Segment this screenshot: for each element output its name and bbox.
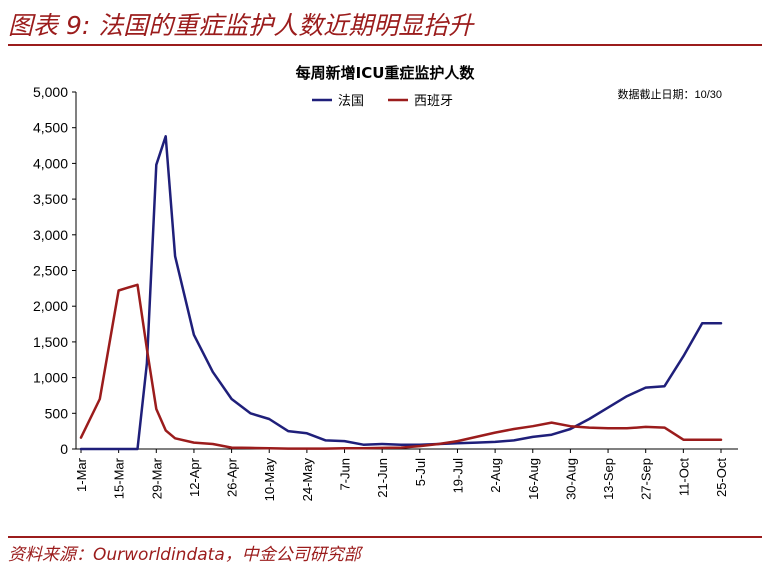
series-layer bbox=[79, 135, 723, 451]
x-tick-label: 21-Jun bbox=[375, 458, 390, 498]
x-tick-label: 13-Sep bbox=[601, 458, 616, 500]
y-tick-label: 0 bbox=[60, 441, 68, 457]
x-tick-label: 29-Mar bbox=[149, 457, 164, 499]
series-line-france bbox=[79, 135, 723, 451]
x-tick-label: 11-Oct bbox=[676, 458, 691, 496]
x-tick-label: 19-Jul bbox=[450, 458, 465, 494]
chart-title: 每周新增ICU重症监护人数 bbox=[296, 64, 476, 82]
y-tick-label: 500 bbox=[45, 405, 69, 421]
x-tick-label: 27-Sep bbox=[639, 458, 654, 500]
y-tick-label: 1,000 bbox=[33, 370, 68, 386]
x-tick-label: 30-Aug bbox=[563, 458, 578, 500]
top-divider bbox=[8, 44, 762, 46]
y-tick-label: 5,000 bbox=[33, 84, 68, 100]
x-tick-label: 10-May bbox=[262, 458, 277, 502]
legend-label: 西班牙 bbox=[414, 94, 453, 109]
y-tick-label: 3,500 bbox=[33, 191, 68, 207]
y-tick-label: 3,000 bbox=[33, 227, 68, 243]
x-tick-label: 15-Mar bbox=[112, 457, 127, 499]
x-tick-label: 5-Jul bbox=[413, 458, 428, 486]
x-tick-label: 25-Oct bbox=[714, 458, 729, 497]
y-tick-label: 4,500 bbox=[33, 120, 68, 136]
source-note: 资料来源：Ourworldindata，中金公司研究部 bbox=[8, 545, 361, 565]
figure-title: 图表 9: 法国的重症监护人数近期明显抬升 bbox=[8, 11, 474, 40]
x-tick-label: 26-Apr bbox=[225, 457, 240, 497]
axes: 0 500 1,000 1,500 2,000 2,500 3,000 3,500 4,000 4… bbox=[33, 84, 738, 501]
x-tick-label: 16-Aug bbox=[526, 458, 541, 500]
legend: 法国 西班牙 bbox=[312, 94, 453, 109]
x-tick-label: 1-Mar bbox=[74, 457, 89, 492]
bottom-divider bbox=[8, 536, 762, 538]
data-cutoff-note: 数据截止日期：10/30 bbox=[617, 87, 722, 101]
x-tick-label: 2-Aug bbox=[488, 458, 503, 493]
y-tick-label: 4,000 bbox=[33, 155, 68, 171]
y-tick-label: 2,000 bbox=[33, 298, 68, 314]
y-tick-label: 1,500 bbox=[33, 334, 68, 350]
x-tick-label: 24-May bbox=[300, 458, 315, 502]
x-tick-label: 12-Apr bbox=[187, 457, 202, 497]
legend-label: 法国 bbox=[338, 94, 364, 109]
series-line-spain bbox=[79, 283, 723, 450]
y-tick-label: 2,500 bbox=[33, 263, 68, 279]
x-tick-label: 7-Jun bbox=[338, 458, 353, 491]
